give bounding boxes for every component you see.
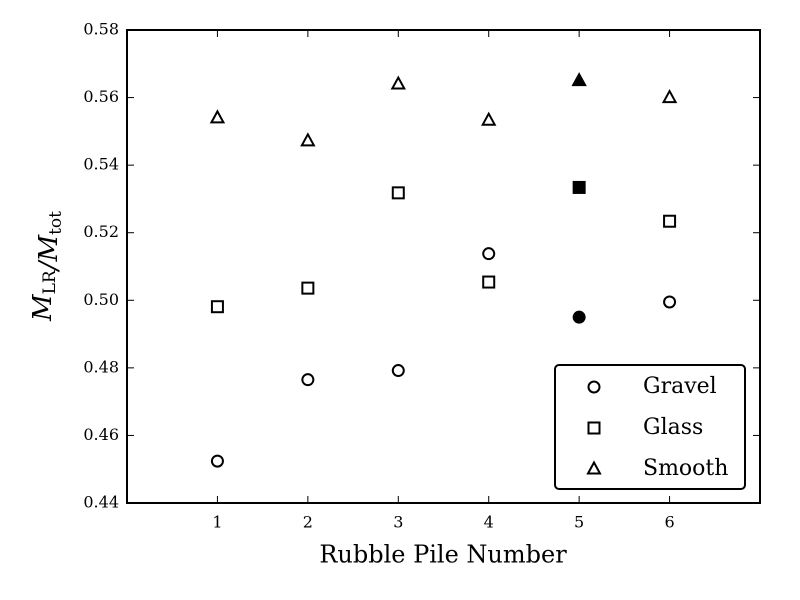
legend-label: Gravel bbox=[643, 374, 717, 399]
point bbox=[663, 214, 677, 228]
x-tick-label: 4 bbox=[484, 513, 494, 532]
plot-frame bbox=[126, 29, 761, 504]
legend-marker bbox=[587, 421, 601, 435]
legend-box bbox=[554, 364, 746, 490]
x-tick-label: 3 bbox=[393, 513, 403, 532]
point bbox=[301, 373, 315, 387]
y-tick-label: 0.58 bbox=[83, 20, 119, 39]
y-tick-label: 0.50 bbox=[83, 290, 119, 309]
point bbox=[481, 111, 497, 126]
legend-marker bbox=[586, 460, 602, 475]
y-tick-label: 0.56 bbox=[83, 87, 119, 106]
label-part: M bbox=[28, 293, 58, 322]
point bbox=[300, 132, 316, 147]
point bbox=[663, 295, 677, 309]
point bbox=[391, 186, 405, 200]
point bbox=[391, 364, 405, 378]
label-subscript: tot bbox=[46, 211, 66, 235]
label-part: /M bbox=[34, 234, 64, 274]
y-tick-label: 0.46 bbox=[83, 425, 119, 444]
x-tick-label: 6 bbox=[664, 513, 674, 532]
point bbox=[661, 88, 678, 104]
y-tick-label: 0.44 bbox=[83, 493, 119, 512]
point bbox=[209, 109, 226, 124]
point bbox=[572, 180, 586, 194]
point bbox=[572, 310, 586, 324]
x-tick-label: 5 bbox=[574, 513, 584, 532]
point bbox=[571, 72, 587, 87]
point bbox=[210, 300, 224, 314]
point bbox=[390, 75, 406, 90]
x-axis-label: Rubble Pile Number bbox=[319, 541, 567, 569]
legend-label: Glass bbox=[643, 415, 703, 440]
y-tick-label: 0.48 bbox=[83, 357, 119, 376]
y-tick-label: 0.54 bbox=[83, 155, 119, 174]
point bbox=[482, 247, 496, 261]
y-axis-label: MLR/Mtot bbox=[28, 211, 66, 322]
legend-label: Smooth bbox=[643, 456, 728, 481]
point bbox=[482, 275, 496, 289]
point bbox=[210, 454, 224, 468]
y-tick-label: 0.52 bbox=[83, 222, 119, 241]
point bbox=[301, 281, 315, 295]
x-tick-label: 2 bbox=[303, 513, 313, 532]
label-subscript: LR bbox=[40, 269, 60, 294]
x-tick-label: 1 bbox=[212, 513, 222, 532]
legend-marker bbox=[587, 380, 601, 394]
